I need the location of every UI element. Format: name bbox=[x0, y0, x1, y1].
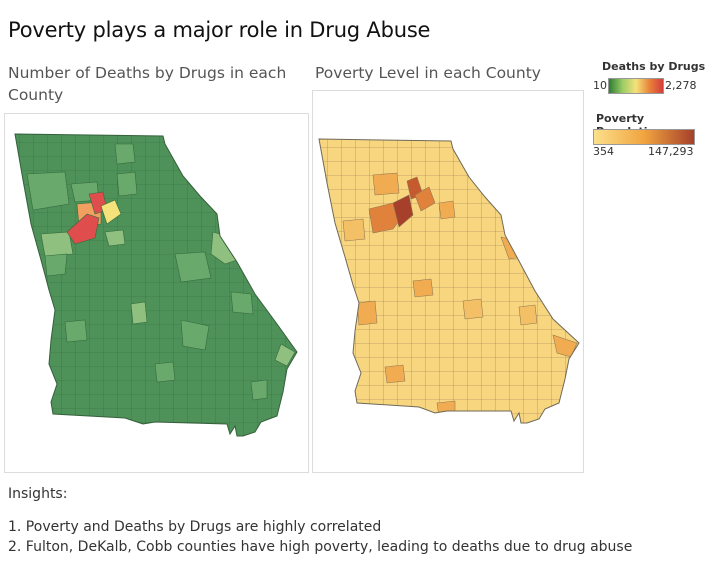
insight-item: 2. Fulton, DeKalb, Cobb counties have hi… bbox=[8, 539, 633, 555]
deaths-legend-min: 10 bbox=[593, 79, 607, 92]
deaths-legend-bar bbox=[608, 78, 664, 94]
deaths-map[interactable] bbox=[5, 114, 308, 472]
right-map-title: Poverty Level in each County bbox=[315, 64, 541, 82]
deaths-legend-max: 2,278 bbox=[665, 79, 697, 92]
poverty-map[interactable] bbox=[313, 91, 583, 472]
deaths-map-panel[interactable] bbox=[4, 113, 309, 473]
deaths-legend-title: Deaths by Drugs bbox=[602, 60, 706, 73]
insight-item: 1. Poverty and Deaths by Drugs are highl… bbox=[8, 519, 382, 535]
poverty-legend-min: 354 bbox=[593, 145, 614, 158]
poverty-map-panel[interactable] bbox=[312, 90, 584, 473]
poverty-legend-bar bbox=[593, 129, 695, 145]
dashboard-title: Poverty plays a major role in Drug Abuse bbox=[8, 18, 431, 42]
insights-heading: Insights: bbox=[8, 486, 68, 502]
left-map-title: Number of Deaths by Drugs in each County bbox=[8, 64, 287, 104]
poverty-legend-max: 147,293 bbox=[648, 145, 694, 158]
